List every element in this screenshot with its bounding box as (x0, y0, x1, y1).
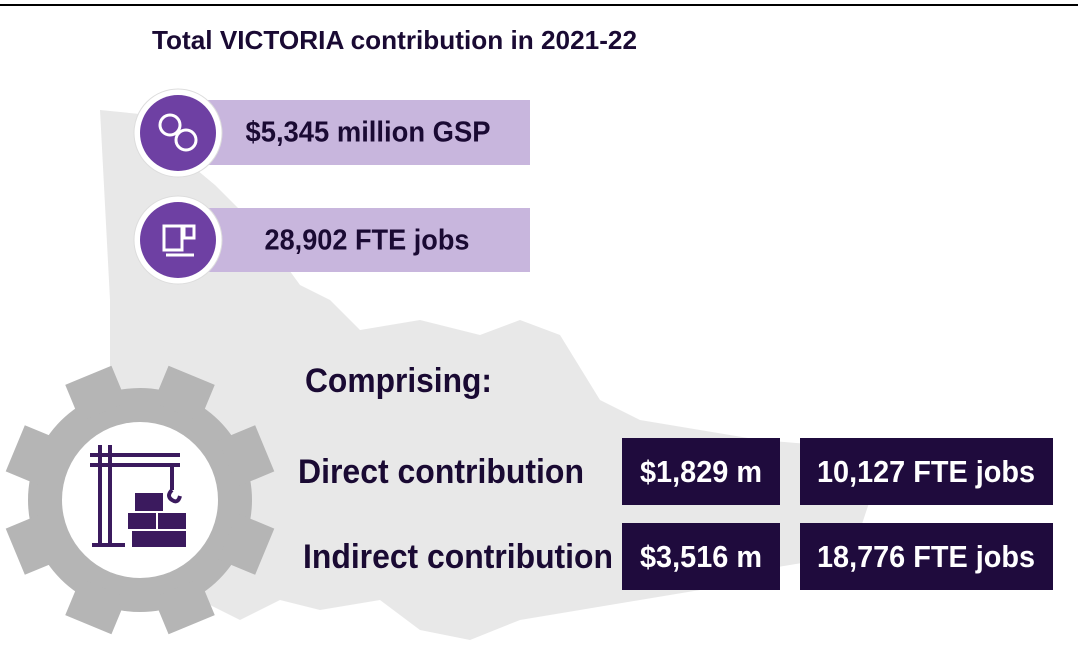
crate-icons (128, 493, 186, 547)
jobs-value: 10,127 FTE jobs (817, 454, 1035, 489)
jobs-box (800, 523, 1053, 590)
total-box (205, 208, 530, 272)
row-label: Direct contribution (298, 453, 584, 491)
gear-tooth (153, 578, 215, 635)
comprising: Comprising: (305, 362, 492, 400)
row-label: Indirect contribution (303, 538, 613, 576)
map-shape (100, 110, 870, 640)
gsp-value: $3,516 m (640, 539, 762, 574)
gear-tooth (153, 365, 215, 422)
icon-circle (140, 202, 216, 278)
gsp-value: $1,829 m (640, 454, 762, 489)
gear-tooth (218, 513, 275, 575)
crane-icon (90, 445, 182, 547)
total-text: $5,345 million GSP (246, 117, 491, 149)
gsp-box (622, 523, 780, 590)
gear-tooth (65, 578, 127, 635)
total-box (205, 100, 530, 165)
total-gsp: $5,345 million GSP (133, 88, 530, 178)
jobs-value: 18,776 FTE jobs (817, 539, 1035, 574)
gear-tooth (5, 513, 62, 575)
total-jobs: 28,902 FTE jobs (133, 195, 530, 285)
gear-tooth (218, 425, 275, 487)
jobs-box (800, 438, 1053, 505)
gear-tooth (5, 425, 62, 487)
rows: Direct contribution $1,829 m 10,127 FTE jo… (298, 438, 1053, 590)
gear-tooth (65, 365, 127, 422)
gsp-box (622, 438, 780, 505)
total-text: 28,902 FTE jobs (265, 225, 470, 257)
title: Total VICTORIA contribution in 2021-22 (152, 25, 637, 55)
